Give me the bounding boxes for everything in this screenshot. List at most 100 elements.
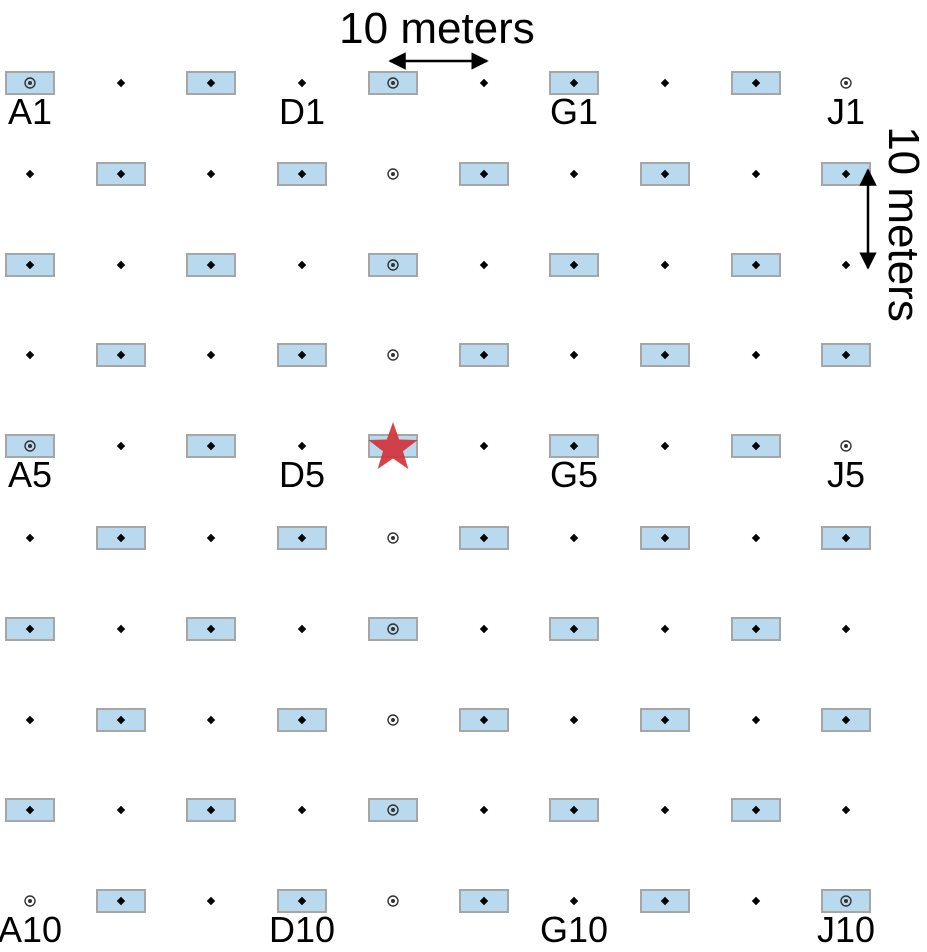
grid-point-F1 [479, 78, 489, 88]
grid-point-C5 [206, 441, 216, 451]
grid-point-B6 [116, 533, 126, 543]
grid-label-A5: A5 [8, 454, 52, 495]
circle-marker-A5 [24, 440, 36, 452]
grid-point-G2 [569, 169, 579, 179]
grid-point-A4 [25, 350, 35, 360]
grid-labels: A1 D1 G1 J1 A5 D5 G5 J5 A10 D10 G10 J10 [0, 91, 875, 950]
grid-point-I6 [751, 533, 761, 543]
grid-point-I2 [751, 169, 761, 179]
grid-point-I4 [751, 350, 761, 360]
grid-point-J2 [841, 169, 851, 179]
grid-point-B4 [116, 350, 126, 360]
grid-point-D5 [297, 441, 307, 451]
grid-point-D9 [297, 805, 307, 815]
grid-label-D5: D5 [279, 454, 325, 495]
grid-point-A9 [25, 805, 35, 815]
grid-point-G9 [569, 805, 579, 815]
circle-marker-E3 [387, 259, 399, 271]
circle-marker-E8 [387, 714, 399, 726]
grid-point-I3 [751, 260, 761, 270]
grid-point-G8 [569, 715, 579, 725]
grid-label-G10: G10 [540, 909, 608, 950]
grid-point-C6 [206, 533, 216, 543]
horizontal-scale-label: 10 meters [339, 4, 535, 53]
grid-point-F4 [479, 350, 489, 360]
grid-label-A10: A10 [0, 909, 62, 950]
grid-point-G4 [569, 350, 579, 360]
grid-point-B9 [116, 805, 126, 815]
grid-point-C2 [206, 169, 216, 179]
grid-point-D3 [297, 260, 307, 270]
grid-point-D2 [297, 169, 307, 179]
grid-point-C9 [206, 805, 216, 815]
grid-point-A3 [25, 260, 35, 270]
grid-point-F9 [479, 805, 489, 815]
grid-point-A6 [25, 533, 35, 543]
circle-marker-E1 [387, 77, 399, 89]
grid-label-J10: J10 [817, 909, 875, 950]
grid-point-C4 [206, 350, 216, 360]
grid-point-G7 [569, 624, 579, 634]
grid-point-G1 [569, 78, 579, 88]
grid-point-C10 [206, 896, 216, 906]
grid-point-C8 [206, 715, 216, 725]
grid-point-H2 [660, 169, 670, 179]
grid-point-H4 [660, 350, 670, 360]
grid-point-J9 [841, 805, 851, 815]
grid-point-G5 [569, 441, 579, 451]
grid-point-B2 [116, 169, 126, 179]
grid-point-J6 [841, 533, 851, 543]
circle-marker-A1 [24, 77, 36, 89]
grid-point-H8 [660, 715, 670, 725]
grid-point-D10 [297, 896, 307, 906]
grid-label-A1: A1 [8, 91, 52, 132]
circle-marker-E9 [387, 804, 399, 816]
grid-point-F7 [479, 624, 489, 634]
grid-point-A8 [25, 715, 35, 725]
circle-marker-E6 [387, 532, 399, 544]
grid-points [24, 77, 852, 907]
horizontal-scale: 10 meters [339, 4, 535, 70]
grid-point-D4 [297, 350, 307, 360]
grid-point-H9 [660, 805, 670, 815]
grid-point-J3 [841, 260, 851, 270]
grid-point-A7 [25, 624, 35, 634]
circle-marker-J5 [840, 440, 852, 452]
circle-marker-J10 [840, 895, 852, 907]
grid-point-J7 [841, 624, 851, 634]
circle-marker-J1 [840, 77, 852, 89]
grid-label-G1: G1 [550, 91, 598, 132]
grid-point-D6 [297, 533, 307, 543]
vertical-scale: 10 meters [859, 126, 927, 322]
grid-point-F10 [479, 896, 489, 906]
grid-point-I8 [751, 715, 761, 725]
grid-label-G5: G5 [550, 454, 598, 495]
grid-point-D7 [297, 624, 307, 634]
grid-point-H6 [660, 533, 670, 543]
grid-point-B3 [116, 260, 126, 270]
grid-point-G6 [569, 533, 579, 543]
grid-point-H5 [660, 441, 670, 451]
grid-point-B5 [116, 441, 126, 451]
circle-marker-E2 [387, 168, 399, 180]
grid-point-I1 [751, 78, 761, 88]
grid-point-H1 [660, 78, 670, 88]
grid-point-A2 [25, 169, 35, 179]
grid-point-B10 [116, 896, 126, 906]
grid-point-H7 [660, 624, 670, 634]
grid-point-F2 [479, 169, 489, 179]
plot-boxes [5, 71, 871, 913]
grid-point-I7 [751, 624, 761, 634]
grid-point-I10 [751, 896, 761, 906]
grid-point-F8 [479, 715, 489, 725]
circle-marker-E10 [387, 895, 399, 907]
circle-marker-A10 [24, 895, 36, 907]
grid-point-C1 [206, 78, 216, 88]
grid-point-G3 [569, 260, 579, 270]
grid-label-J1: J1 [827, 91, 865, 132]
grid-label-J5: J5 [827, 454, 865, 495]
grid-point-I5 [751, 441, 761, 451]
grid-point-C7 [206, 624, 216, 634]
grid-point-D8 [297, 715, 307, 725]
